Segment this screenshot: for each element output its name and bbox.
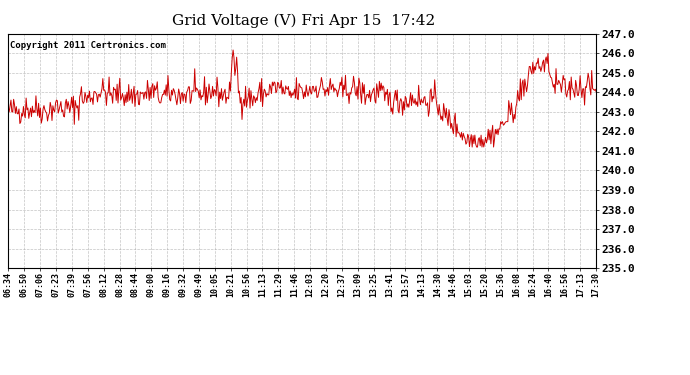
Text: Grid Voltage (V) Fri Apr 15  17:42: Grid Voltage (V) Fri Apr 15 17:42 <box>172 13 435 27</box>
Text: Copyright 2011 Certronics.com: Copyright 2011 Certronics.com <box>10 41 166 50</box>
